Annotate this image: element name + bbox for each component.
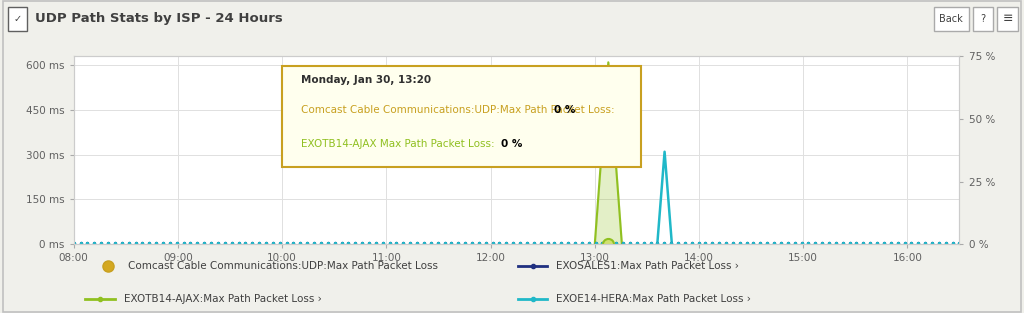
FancyBboxPatch shape [973,7,993,31]
Text: ≡: ≡ [1002,12,1013,25]
Text: Monday, Jan 30, 13:20: Monday, Jan 30, 13:20 [301,75,431,85]
Text: EXOSALES1:Max Path Packet Loss ›: EXOSALES1:Max Path Packet Loss › [556,261,739,271]
Text: UDP Path Stats by ISP - 24 Hours: UDP Path Stats by ISP - 24 Hours [35,12,283,25]
Text: 0 %: 0 % [554,105,575,115]
Text: Back: Back [939,14,964,24]
Text: Comcast Cable Communications:UDP:Max Path Packet Loss:: Comcast Cable Communications:UDP:Max Pat… [301,105,618,115]
Text: ✓: ✓ [13,14,22,24]
Text: EXOE14-HERA:Max Path Packet Loss ›: EXOE14-HERA:Max Path Packet Loss › [556,294,752,304]
Text: 0 %: 0 % [501,139,522,149]
FancyBboxPatch shape [8,7,27,31]
Text: Comcast Cable Communications:UDP:Max Path Packet Loss: Comcast Cable Communications:UDP:Max Pat… [128,261,437,271]
FancyBboxPatch shape [282,66,641,167]
Text: ?: ? [980,14,986,24]
FancyBboxPatch shape [997,7,1018,31]
Text: EXOTB14-AJAX Max Path Packet Loss:: EXOTB14-AJAX Max Path Packet Loss: [301,139,499,149]
FancyBboxPatch shape [934,7,969,31]
Text: EXOTB14-AJAX:Max Path Packet Loss ›: EXOTB14-AJAX:Max Path Packet Loss › [124,294,322,304]
